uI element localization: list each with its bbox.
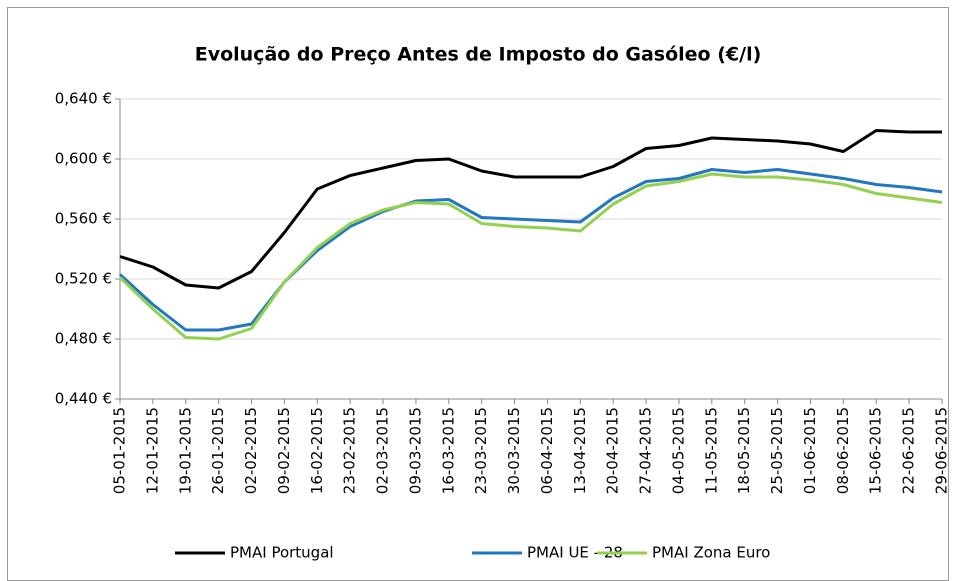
legend-label: PMAI UE - 28 <box>527 544 623 562</box>
x-tick-label: 05-01-2015 <box>111 407 129 494</box>
x-tick-label: 08-06-2015 <box>834 407 852 494</box>
x-tick-label: 27-04-2015 <box>637 407 655 494</box>
legend-label: PMAI Zona Euro <box>652 544 770 562</box>
x-tick-label: 16-03-2015 <box>439 407 457 494</box>
x-tick-label: 16-02-2015 <box>308 407 326 494</box>
x-tick-label: 09-02-2015 <box>275 407 293 494</box>
x-tick-label: 01-06-2015 <box>801 407 819 494</box>
x-tick-label: 29-06-2015 <box>933 407 951 494</box>
x-tick-label: 04-05-2015 <box>669 407 687 494</box>
x-tick-label: 12-01-2015 <box>143 407 161 494</box>
y-tick-label: 0,480 € <box>55 330 112 348</box>
legend-label: PMAI Portugal <box>230 544 334 562</box>
series-line <box>118 168 943 332</box>
chart-frame <box>7 7 949 581</box>
x-tick-label: 09-03-2015 <box>406 407 424 494</box>
y-tick-label: 0,560 € <box>55 210 112 228</box>
x-tick-label: 18-05-2015 <box>735 407 753 494</box>
x-tick-label: 23-02-2015 <box>341 407 359 494</box>
x-tick-label: 19-01-2015 <box>176 407 194 494</box>
y-tick-label: 0,640 € <box>55 90 112 108</box>
x-tick-label: 15-06-2015 <box>867 407 885 494</box>
series-line <box>119 129 942 290</box>
x-tick-label: 20-04-2015 <box>604 407 622 494</box>
x-tick-label: 02-02-2015 <box>242 407 260 494</box>
series-line <box>118 172 943 341</box>
chart-title: Evolução do Preço Antes de Imposto do Ga… <box>195 44 762 66</box>
x-tick-label: 23-03-2015 <box>472 407 490 494</box>
y-tick-label: 0,440 € <box>55 390 112 408</box>
x-tick-label: 22-06-2015 <box>900 407 918 494</box>
x-tick-label: 26-01-2015 <box>209 407 227 494</box>
x-tick-label: 06-04-2015 <box>538 407 556 494</box>
x-tick-label: 13-04-2015 <box>571 407 589 494</box>
x-tick-label: 02-03-2015 <box>374 407 392 494</box>
y-tick-label: 0,600 € <box>55 150 112 168</box>
y-tick-label: 0,520 € <box>55 270 112 288</box>
x-tick-label: 25-05-2015 <box>768 407 786 494</box>
x-tick-label: 11-05-2015 <box>702 407 720 494</box>
x-tick-label: 30-03-2015 <box>505 407 523 494</box>
